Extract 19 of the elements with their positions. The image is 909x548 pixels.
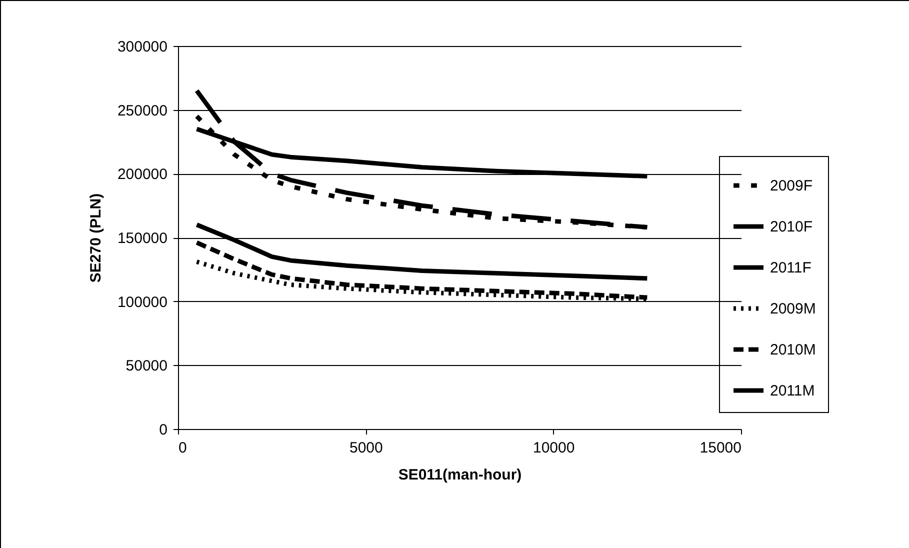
legend-label: 2010M (770, 342, 816, 358)
legend-label: 2010F (770, 218, 813, 236)
y-tick-label: 50000 (126, 358, 168, 375)
x-axis-title: SE011(man-hour) (398, 466, 522, 484)
x-tick-label: 5000 (349, 440, 383, 456)
y-tick-label: 200000 (117, 166, 168, 184)
x-tick-label: 15000 (700, 440, 742, 456)
legend-label: 2009F (770, 178, 813, 194)
legend-label: 2011F (770, 260, 812, 276)
y-tick-label: 150000 (117, 230, 168, 247)
y-tick-label: 250000 (117, 102, 168, 120)
y-tick-label: 0 (159, 422, 168, 438)
x-tick-label: 10000 (532, 440, 575, 456)
y-tick-label: 100000 (117, 294, 168, 311)
x-tick-label: 0 (178, 440, 187, 456)
legend-label: 2009M (770, 300, 816, 318)
y-tick-label: 300000 (117, 38, 168, 56)
legend-label: 2011M (770, 382, 815, 400)
y-axis-title: SE270 (PLN) (87, 193, 104, 283)
